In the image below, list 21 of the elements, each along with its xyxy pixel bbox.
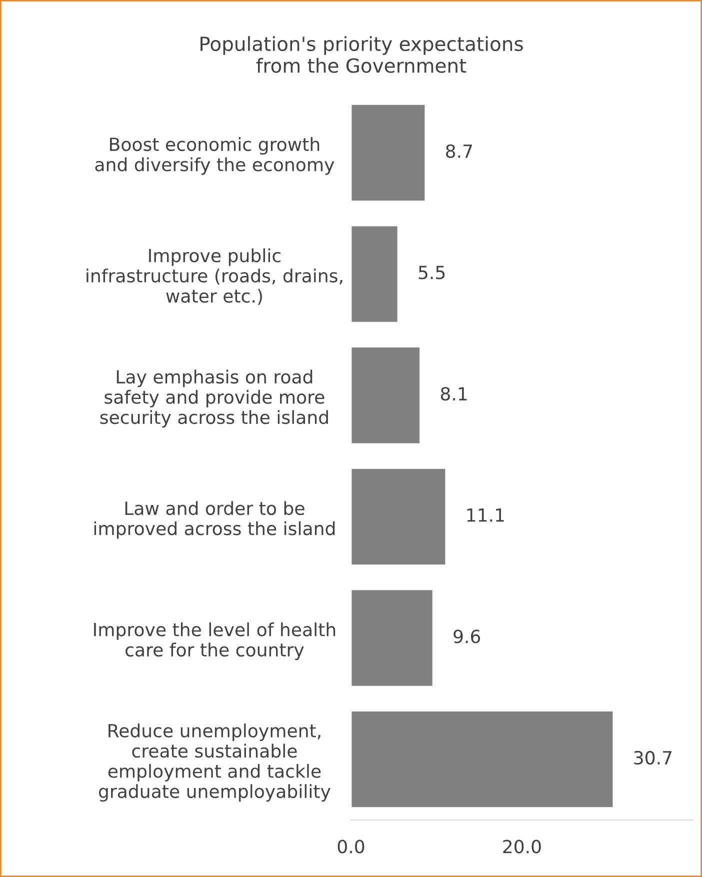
bar — [351, 346, 421, 445]
y-tick-label: Boost economic growth and diversify the economy — [95, 137, 334, 175]
y-tick-label: Law and order to be improved across the island — [94, 501, 335, 539]
chart-title: Population's priority expectations from the Government — [200, 36, 523, 73]
data-label: 11.1 — [467, 508, 504, 522]
data-label: 9.6 — [454, 630, 480, 644]
x-tick-label: 0.0 — [338, 840, 364, 854]
y-tick-label: Improve public infrastructure (roads, drains, water etc.) — [86, 248, 342, 305]
data-label: 5.5 — [418, 266, 445, 280]
bar — [351, 224, 399, 324]
x-tick-label: 20.0 — [503, 840, 541, 854]
bar — [351, 588, 434, 688]
data-label: 8.1 — [440, 386, 467, 401]
y-tick-label: Reduce unemployment, create sustainable employment and tackle graduate unemployability — [98, 724, 330, 802]
bar — [351, 104, 426, 202]
y-tick-label: Improve the level of health care for the country — [94, 622, 336, 660]
bar — [351, 467, 447, 566]
bar — [351, 710, 614, 809]
data-label: 8.7 — [446, 144, 472, 158]
y-tick-label: Lay emphasis on road safety and provide more security across the island — [100, 370, 328, 428]
data-label: 30.7 — [634, 750, 672, 765]
